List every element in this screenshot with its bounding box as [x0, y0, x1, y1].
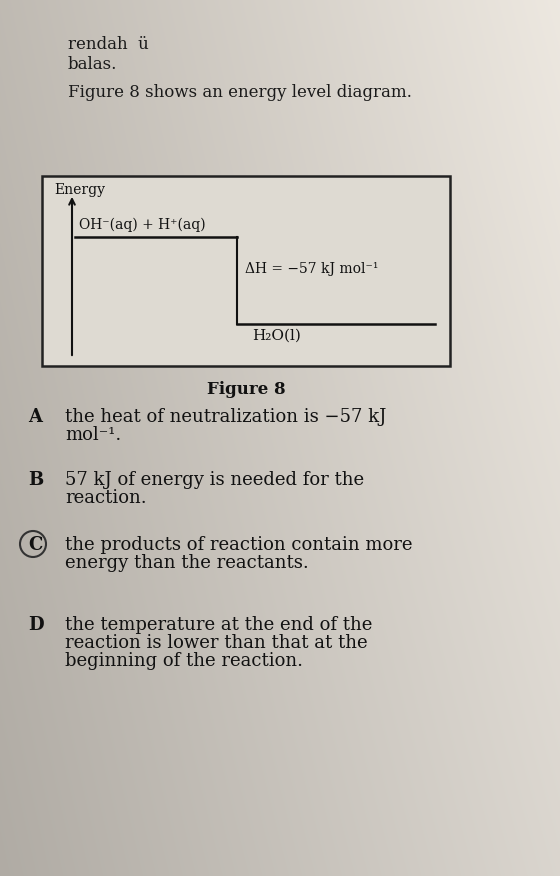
- Text: 57 kJ of energy is needed for the: 57 kJ of energy is needed for the: [65, 471, 364, 489]
- Text: beginning of the reaction.: beginning of the reaction.: [65, 652, 303, 670]
- Text: mol⁻¹.: mol⁻¹.: [65, 426, 122, 444]
- Text: rendah  ü: rendah ü: [68, 36, 149, 53]
- Text: Energy: Energy: [54, 183, 105, 197]
- Text: reaction is lower than that at the: reaction is lower than that at the: [65, 634, 367, 652]
- Text: the products of reaction contain more: the products of reaction contain more: [65, 536, 413, 554]
- Text: OH⁻(aq) + H⁺(aq): OH⁻(aq) + H⁺(aq): [79, 217, 206, 232]
- Text: H₂O(l): H₂O(l): [252, 328, 301, 343]
- Text: reaction.: reaction.: [65, 489, 147, 507]
- Text: the temperature at the end of the: the temperature at the end of the: [65, 616, 372, 634]
- Text: B: B: [28, 471, 43, 489]
- Text: Figure 8 shows an energy level diagram.: Figure 8 shows an energy level diagram.: [68, 84, 412, 101]
- Text: C: C: [28, 536, 43, 554]
- Text: D: D: [28, 616, 44, 634]
- Text: Figure 8: Figure 8: [207, 381, 285, 398]
- Text: balas.: balas.: [68, 56, 118, 73]
- Text: ΔH = −57 kJ mol⁻¹: ΔH = −57 kJ mol⁻¹: [245, 262, 379, 275]
- Text: the heat of neutralization is −57 kJ: the heat of neutralization is −57 kJ: [65, 408, 386, 426]
- Bar: [42, 176, 450, 366]
- Text: energy than the reactants.: energy than the reactants.: [65, 554, 309, 572]
- Text: A: A: [28, 408, 42, 426]
